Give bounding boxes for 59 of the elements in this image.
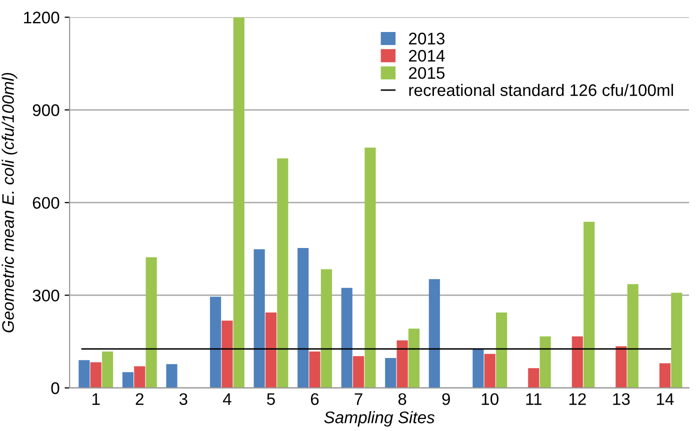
bar: [584, 222, 595, 388]
bar: [428, 279, 440, 388]
bar: [78, 360, 90, 388]
x-tick-label: 14: [656, 393, 674, 405]
bar: [166, 364, 178, 388]
x-tick-label: 10: [482, 393, 498, 406]
bar: [298, 248, 309, 388]
y-tick-label: 300: [32, 290, 60, 302]
bar: [659, 363, 671, 388]
bar: [496, 312, 508, 388]
x-tick-label: 3: [179, 393, 188, 406]
x-tick-label: 2: [136, 393, 144, 405]
bar: [341, 288, 352, 388]
bar: [277, 158, 288, 388]
bar: [484, 354, 496, 388]
y-tick-label: 600: [32, 196, 60, 209]
y-tick-label: 0: [51, 382, 60, 394]
bar: [385, 358, 396, 388]
x-tick-label: 13: [613, 393, 630, 406]
x-tick-label: 9: [442, 393, 450, 406]
x-tick-label: 12: [569, 393, 586, 405]
x-tick-label: 4: [222, 393, 232, 405]
x-axis-title: Sampling Sites: [324, 411, 435, 427]
bar: [540, 336, 551, 388]
x-tick-label: 8: [398, 393, 406, 406]
bar: [396, 340, 408, 388]
legend-label: 2014: [409, 50, 445, 62]
bar: [627, 284, 638, 388]
bar: [364, 148, 376, 388]
bar: [528, 368, 540, 388]
bar: [222, 320, 233, 388]
y-axis-title: Geometric mean E. coli (cfu/100ml): [2, 72, 18, 332]
bar: [265, 312, 277, 388]
bar: [472, 348, 484, 388]
bar: [122, 372, 134, 388]
bar: [320, 269, 332, 388]
bar: [572, 336, 583, 388]
bar: [254, 249, 265, 388]
bar: [671, 292, 682, 388]
bar: [616, 346, 627, 388]
x-tick-label: 7: [354, 393, 362, 405]
bar: [210, 296, 222, 388]
legend-label: 2013: [409, 32, 445, 44]
x-tick-label: 11: [526, 393, 542, 405]
y-tick-label: 900: [32, 104, 60, 116]
bar: [134, 366, 146, 388]
bar: [102, 351, 114, 388]
x-tick-label: 6: [310, 393, 319, 406]
bar: [408, 328, 420, 388]
x-tick-label: 5: [267, 393, 275, 406]
legend-label: 2015: [409, 67, 445, 79]
bar: [352, 356, 364, 388]
bar: [146, 257, 157, 388]
bar: [90, 362, 102, 388]
x-tick-label: 1: [92, 393, 100, 405]
y-tick-label: 1200: [24, 12, 60, 24]
bar: [309, 351, 320, 388]
legend-label: recreational standard 126 cfu/100ml: [409, 84, 673, 96]
bar: [233, 17, 244, 388]
